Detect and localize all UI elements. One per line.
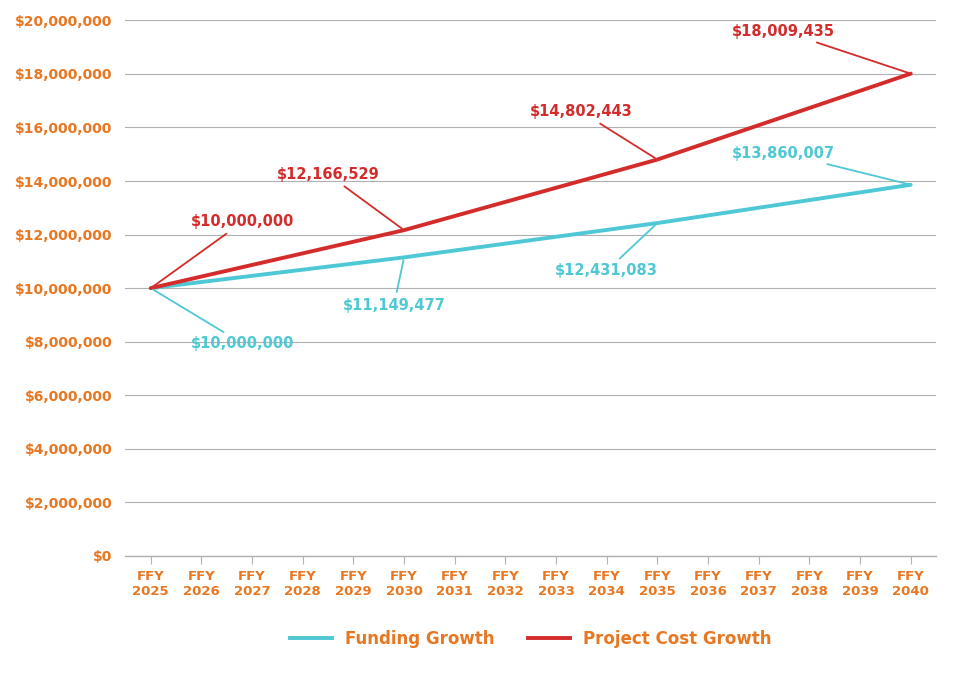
Text: $12,166,529: $12,166,529 [277, 167, 401, 228]
Text: $10,000,000: $10,000,000 [153, 214, 294, 287]
Text: $10,000,000: $10,000,000 [153, 290, 294, 351]
Text: $14,802,443: $14,802,443 [530, 104, 655, 158]
Legend: Funding Growth, Project Cost Growth: Funding Growth, Project Cost Growth [284, 623, 778, 655]
Text: $13,860,007: $13,860,007 [731, 146, 908, 184]
Text: $11,149,477: $11,149,477 [343, 260, 445, 313]
Text: $12,431,083: $12,431,083 [555, 225, 658, 278]
Text: $18,009,435: $18,009,435 [731, 24, 908, 73]
